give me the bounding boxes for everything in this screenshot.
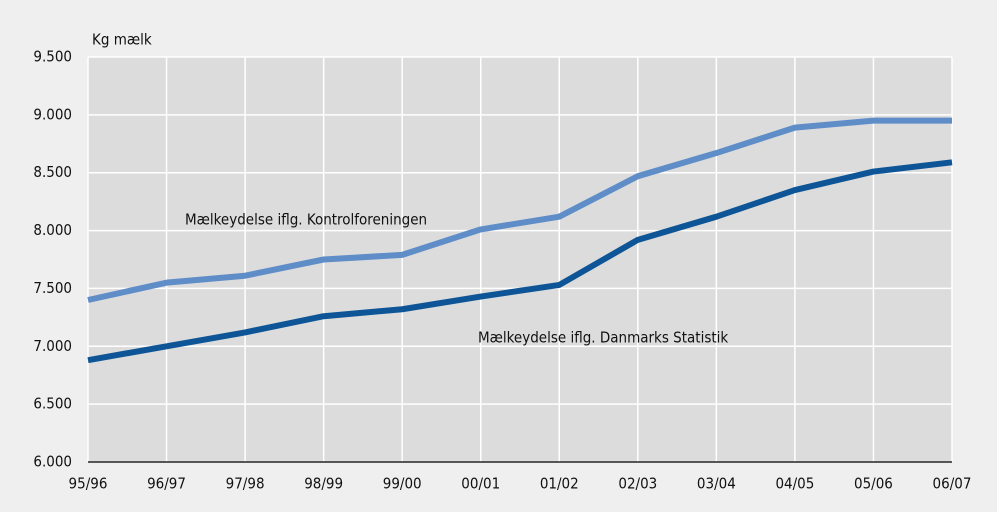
y-tick-label: 8.000 [33, 221, 72, 239]
series-line [87, 117, 952, 303]
x-tick-label: 99/00 [383, 475, 422, 493]
y-axis-label: Kg mælk [92, 31, 152, 49]
y-tick-label: 7.000 [33, 337, 72, 355]
series-label: Mælkeydelse iflg. Danmarks Statistik [478, 329, 728, 347]
x-tick-label: 00/01 [461, 475, 500, 493]
y-tick-label: 6.500 [33, 395, 72, 413]
series-line [87, 159, 953, 364]
x-tick-label: 03/04 [697, 475, 736, 493]
x-tick-label: 97/98 [226, 475, 265, 493]
series-label: Mælkeydelse iflg. Kontrolforeningen [185, 211, 427, 229]
y-tick-label: 9.000 [33, 105, 72, 123]
plot-area [88, 57, 952, 462]
x-tick-label: 04/05 [775, 475, 814, 493]
y-tick-label: 8.500 [33, 163, 72, 181]
x-tick-label: 01/02 [540, 475, 579, 493]
y-tick-label: 9.500 [33, 48, 72, 66]
y-tick-label: 7.500 [33, 279, 72, 297]
x-tick-label: 06/07 [933, 475, 972, 493]
x-tick-label: 96/97 [147, 475, 186, 493]
x-tick-label: 05/06 [854, 475, 893, 493]
x-tick-label: 98/99 [304, 475, 343, 493]
y-tick-label: 6.000 [33, 453, 72, 471]
x-tick-label: 95/96 [69, 475, 108, 493]
x-tick-label: 02/03 [618, 475, 657, 493]
